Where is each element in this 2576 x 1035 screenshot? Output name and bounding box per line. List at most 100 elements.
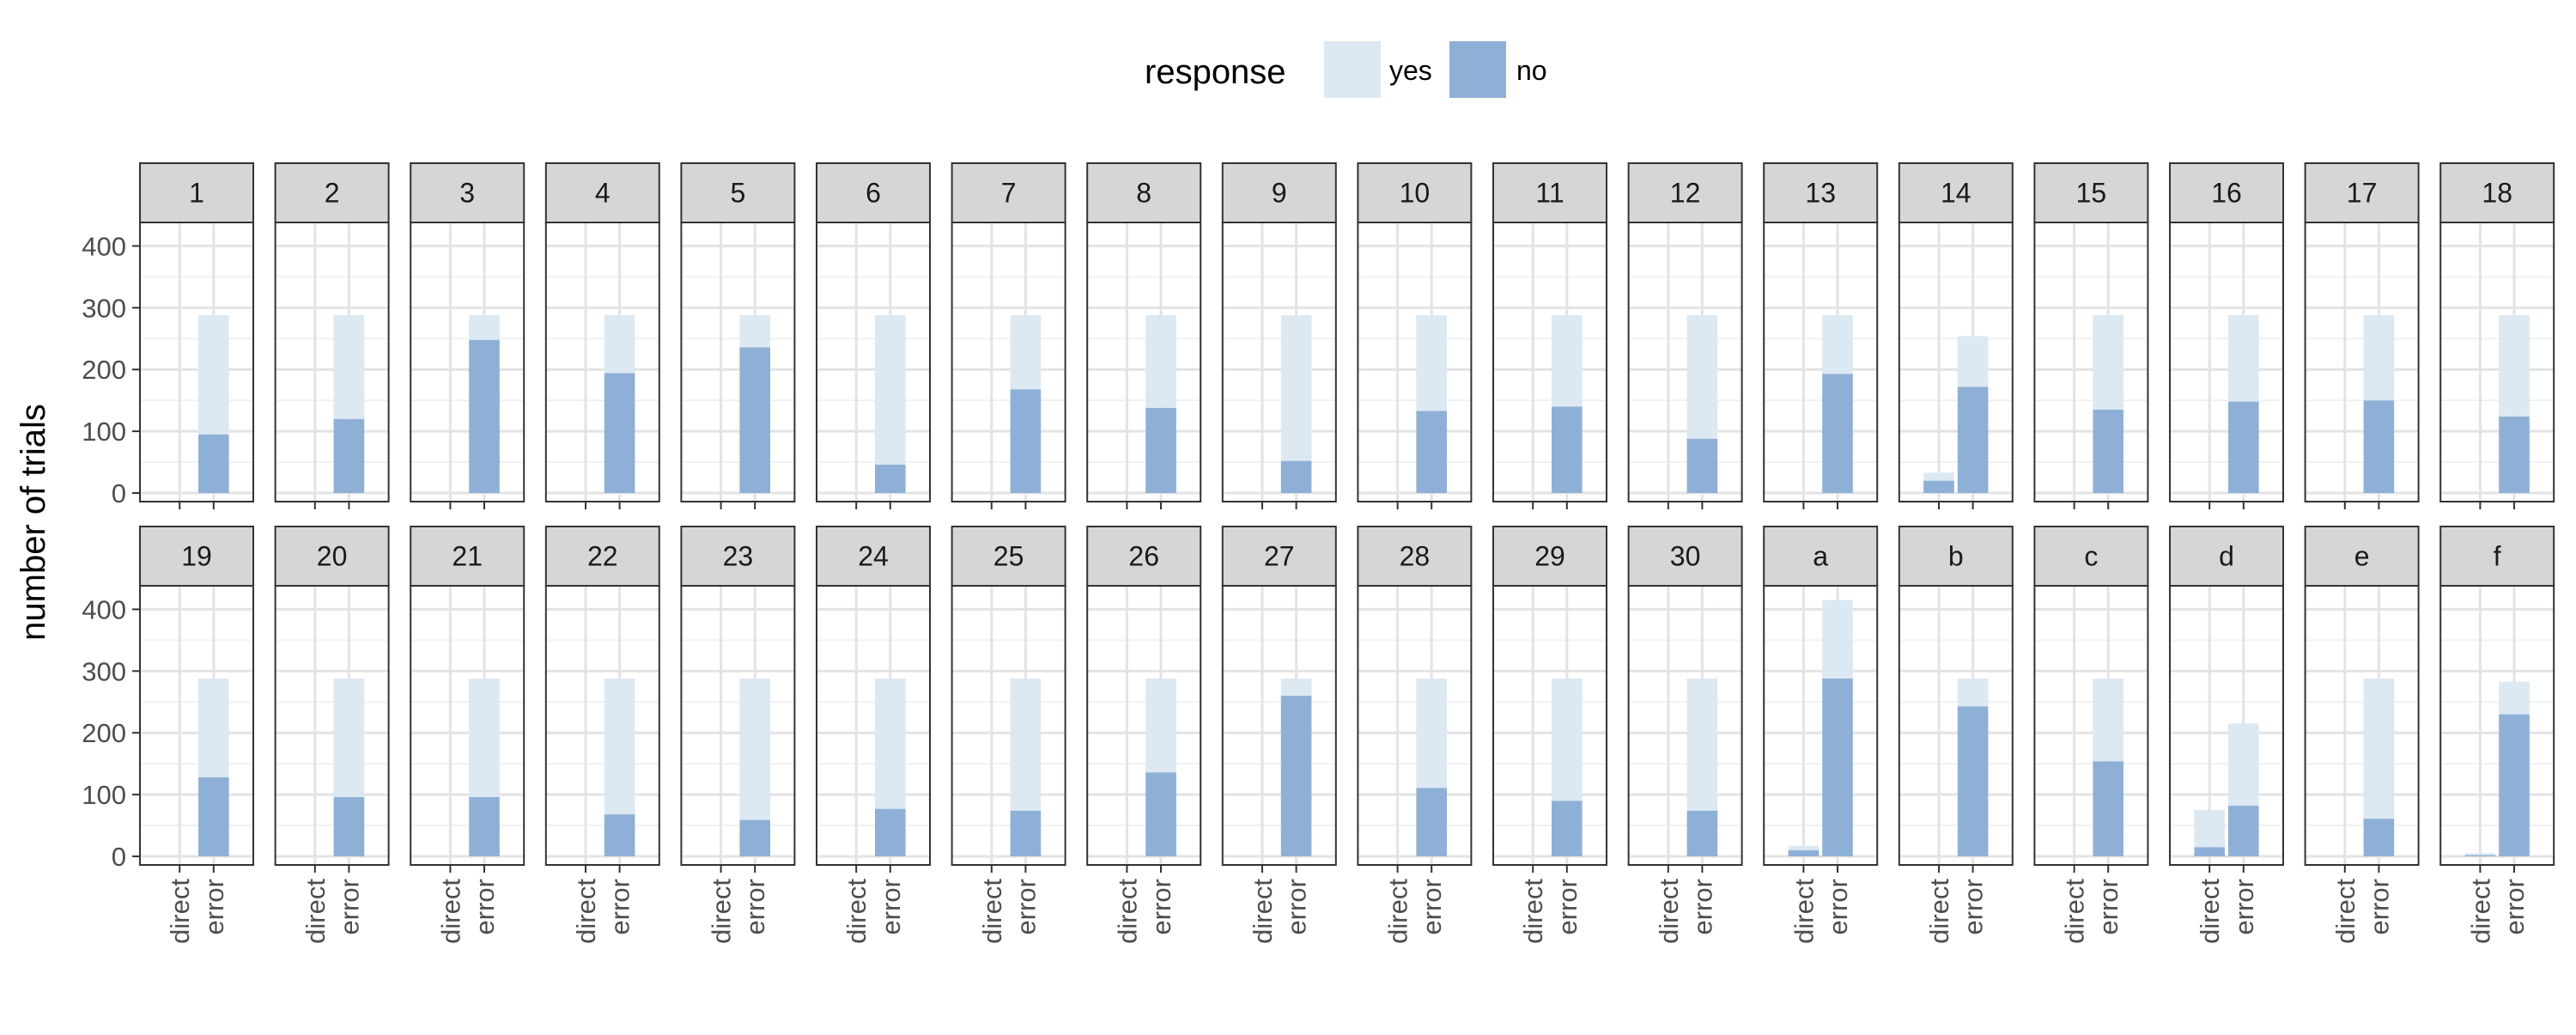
bar-yes-error-15 [2093, 314, 2124, 410]
bar-yes-error-30 [1686, 678, 1718, 811]
facet-label: 15 [2076, 178, 2107, 209]
x-tick-label: direct [707, 879, 737, 944]
facet-label: 20 [317, 541, 348, 572]
bar-no-error-10 [1416, 411, 1448, 493]
bar-yes-error-2 [333, 314, 365, 419]
bar-no-error-30 [1686, 810, 1718, 856]
facet-label: 28 [1400, 541, 1431, 572]
facet-label: e [2354, 541, 2370, 572]
legend-title: response [1145, 53, 1286, 91]
bar-no-error-4 [604, 373, 635, 493]
x-tick-label: error [334, 879, 364, 935]
x-tick-label: error [1282, 879, 1312, 935]
facet-label: 3 [459, 178, 475, 209]
facet-label: 16 [2211, 178, 2242, 209]
x-tick-label: direct [2060, 879, 2090, 944]
x-tick-label: direct [841, 879, 872, 944]
facet-strip [1763, 162, 1879, 223]
panel-background [817, 222, 930, 502]
panel-background [1493, 222, 1607, 502]
facet-label: 22 [587, 541, 618, 572]
y-tick-label: 100 [82, 417, 126, 447]
y-tick-label: 300 [82, 293, 126, 323]
bar-yes-error-17 [2363, 314, 2395, 401]
x-tick-label: direct [2330, 879, 2360, 944]
bar-yes-error-22 [604, 678, 635, 815]
facet-strip [1627, 526, 1743, 587]
bar-no-error-6 [874, 464, 906, 493]
panel-background [817, 586, 930, 865]
bar-no-error-9 [1280, 460, 1312, 493]
facet-label: 12 [1670, 178, 1701, 209]
bar-no-error-20 [333, 796, 365, 856]
facet-strip [2439, 526, 2555, 587]
x-tick-label: direct [301, 879, 331, 944]
legend-swatch-yes [1324, 41, 1381, 98]
panel-background [1628, 222, 1742, 502]
facet-strip [1763, 526, 1879, 587]
facet-label: d [2219, 541, 2234, 572]
panel-background [1899, 222, 2013, 502]
facet-strip [2439, 162, 2555, 223]
facet-label: 30 [1670, 541, 1701, 572]
bar-yes-error-f [2499, 681, 2530, 715]
facet-label: 18 [2482, 178, 2512, 209]
bar-yes-error-3 [469, 314, 500, 340]
bar-yes-error-19 [197, 678, 229, 777]
facet-label: f [2494, 541, 2501, 572]
x-tick-label: direct [1518, 879, 1548, 944]
x-tick-label: error [1823, 879, 1853, 935]
legend-label-yes: yes [1389, 55, 1432, 86]
bar-no-error-18 [2499, 416, 2530, 493]
x-tick-label: direct [1383, 879, 1413, 944]
bar-yes-error-5 [739, 314, 771, 348]
facet-strip [2033, 162, 2149, 223]
facet-label: c [2084, 541, 2098, 572]
facet-strip [2304, 526, 2420, 587]
bar-no-error-12 [1686, 438, 1718, 493]
panel-background [1899, 586, 2013, 865]
bar-no-error-17 [2363, 400, 2395, 493]
facet-strip [951, 162, 1066, 223]
bar-no-error-29 [1551, 801, 1583, 856]
y-tick-label: 0 [112, 478, 126, 508]
facet-label: b [1948, 541, 1964, 572]
facet-label: 27 [1264, 541, 1295, 572]
bar-yes-error-14 [1957, 336, 1989, 387]
bar-no-error-13 [1822, 374, 1853, 493]
facet-strip [2169, 526, 2284, 587]
bar-yes-error-16 [2227, 314, 2259, 402]
facet-strip [680, 526, 796, 587]
panel-background [2305, 222, 2419, 502]
bar-yes-error-25 [1010, 678, 1042, 811]
legend-label-no: no [1516, 55, 1547, 86]
facet-label: 14 [1941, 178, 1971, 209]
panel-background [410, 222, 525, 502]
panel-background [2305, 586, 2419, 865]
facet-strip [1357, 162, 1473, 223]
facet-label: 24 [858, 541, 889, 572]
bar-no-error-1 [197, 434, 229, 493]
bar-yes-error-13 [1822, 314, 1853, 374]
facet-strip [816, 526, 931, 587]
panel-background [1493, 586, 1607, 865]
bar-no-error-7 [1010, 389, 1042, 493]
bar-yes-error-e [2363, 678, 2395, 819]
panel-background [1628, 586, 1742, 865]
bar-yes-error-12 [1686, 314, 1718, 439]
y-tick-label: 300 [82, 656, 126, 686]
facet-strip [1898, 162, 2014, 223]
y-tick-label: 200 [82, 718, 126, 748]
bar-no-error-19 [197, 776, 229, 856]
facet-strip [274, 526, 390, 587]
panel-background [1087, 586, 1201, 865]
bar-no-error-c [2093, 761, 2124, 856]
y-axis-title: number of trials [15, 404, 52, 641]
bar-yes-error-20 [333, 678, 365, 797]
facet-strip [1221, 526, 1337, 587]
facet-label: 29 [1534, 541, 1565, 572]
panel-background [951, 222, 1066, 502]
panel-background [1764, 222, 1878, 502]
